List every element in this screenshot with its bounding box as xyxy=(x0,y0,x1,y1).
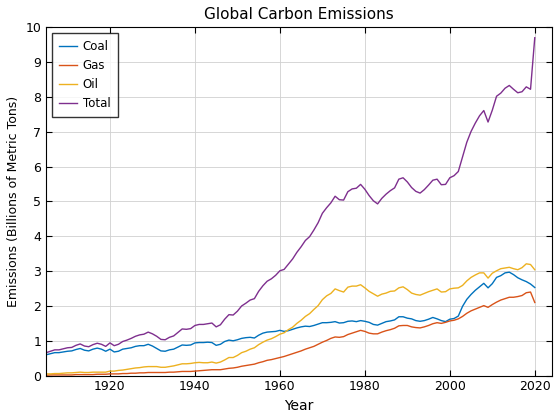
Total xyxy=(73,343,80,348)
Oil xyxy=(523,261,530,266)
Oil xyxy=(340,289,347,294)
Coal xyxy=(497,273,504,278)
Gas xyxy=(497,297,504,302)
Coal xyxy=(239,336,245,341)
Line: Total: Total xyxy=(25,38,535,357)
Coal xyxy=(366,320,372,325)
Total xyxy=(22,354,29,360)
Line: Oil: Oil xyxy=(25,264,535,375)
Coal xyxy=(531,285,538,290)
Legend: Coal, Gas, Oil, Total: Coal, Gas, Oil, Total xyxy=(52,33,118,117)
Coal xyxy=(141,343,147,348)
Total xyxy=(497,91,504,96)
Y-axis label: Emissions (Billions of Metric Tons): Emissions (Billions of Metric Tons) xyxy=(7,96,20,307)
Gas xyxy=(531,300,538,305)
Oil xyxy=(22,372,29,377)
Total xyxy=(340,197,347,202)
Gas xyxy=(239,364,245,369)
Oil xyxy=(497,266,504,271)
Oil xyxy=(239,350,245,355)
Gas xyxy=(527,289,534,294)
Gas xyxy=(340,334,347,339)
Gas xyxy=(141,370,147,375)
Total xyxy=(239,303,245,308)
Gas xyxy=(73,372,80,377)
Line: Gas: Gas xyxy=(25,292,535,375)
Gas xyxy=(22,373,29,378)
Total xyxy=(366,193,372,198)
Coal xyxy=(506,270,512,275)
Oil xyxy=(73,370,80,375)
Oil xyxy=(141,365,147,370)
Line: Coal: Coal xyxy=(25,272,535,358)
Coal xyxy=(73,347,80,352)
Coal xyxy=(22,356,29,361)
Oil xyxy=(531,267,538,272)
Oil xyxy=(366,289,372,294)
Gas xyxy=(366,331,372,336)
Total xyxy=(531,35,538,40)
Title: Global Carbon Emissions: Global Carbon Emissions xyxy=(204,7,394,22)
X-axis label: Year: Year xyxy=(284,399,314,413)
Total xyxy=(141,332,147,337)
Coal xyxy=(340,320,347,325)
